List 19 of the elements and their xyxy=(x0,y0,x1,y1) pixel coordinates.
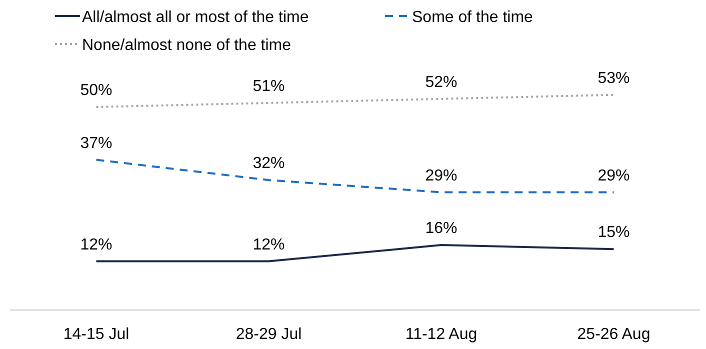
data-label: 12% xyxy=(252,236,285,254)
legend-label: Some of the time xyxy=(412,9,534,26)
legend-label: All/almost all or most of the time xyxy=(82,9,309,26)
data-label: 16% xyxy=(425,220,458,238)
data-label: 37% xyxy=(80,134,112,152)
data-label: 51% xyxy=(252,78,285,95)
data-label: 29% xyxy=(598,167,630,184)
x-tick-label: 14-15 Jul xyxy=(63,326,130,343)
x-tick-label: 25-26 Aug xyxy=(577,326,650,343)
data-label: 12% xyxy=(80,236,112,254)
data-label: 15% xyxy=(598,224,630,242)
data-label: 29% xyxy=(425,167,458,184)
data-label: 52% xyxy=(425,74,458,91)
x-tick-label: 11-12 Aug xyxy=(405,326,478,343)
data-label: 50% xyxy=(80,82,112,99)
data-label: 32% xyxy=(252,155,285,172)
legend-label: None/almost none of the time xyxy=(82,37,292,54)
data-label: 53% xyxy=(598,70,630,87)
x-tick-label: 28-29 Jul xyxy=(236,326,302,343)
